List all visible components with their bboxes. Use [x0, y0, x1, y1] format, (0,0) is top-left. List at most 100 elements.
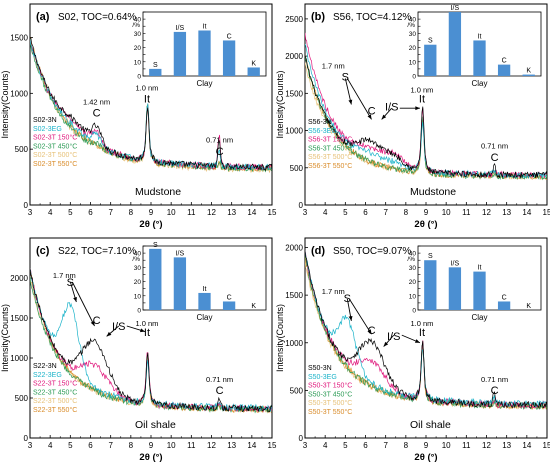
legend-entry: S22-3T 450°C	[33, 388, 77, 396]
x-axis-label: 2θ (°)	[139, 452, 162, 463]
x-tick-label: 14	[522, 441, 531, 450]
inset-bar	[497, 64, 511, 76]
x-tick-label: 12	[207, 208, 216, 217]
inset-bar-label: I/S	[176, 25, 185, 32]
legend-entry: S22-3T 500°C	[33, 397, 77, 405]
inset-bar-label: S	[153, 62, 158, 69]
peak-label-nm: 1.7 nm	[53, 271, 76, 280]
peak-label-nm: 1.7 nm	[322, 61, 345, 70]
peak-label-mineral: It	[419, 93, 425, 105]
inset-bar-label: I/S	[451, 5, 460, 12]
legend-entry: S50-3T 550°C	[308, 408, 352, 416]
inset-bar-chart: 0 10 20 30 40/% S I/S It C K Clay	[407, 5, 542, 88]
inset-bar	[473, 40, 486, 76]
legend-entry: S50-3T 150°C	[308, 382, 352, 390]
arrow-head	[348, 315, 353, 321]
lithology-label: Oil shale	[135, 419, 176, 431]
inset-y-tick-label: 30	[134, 265, 142, 272]
x-tick-label: 12	[482, 441, 491, 450]
x-tick-label: 5	[68, 208, 73, 217]
x-tick-label: 9	[424, 208, 429, 217]
inset-y-tick-label: 10	[409, 293, 417, 300]
x-tick-label: 6	[88, 441, 93, 450]
peak-label-mineral: I/S	[385, 102, 398, 114]
inset-bar	[497, 301, 511, 310]
panel-label: (b)	[311, 11, 325, 23]
x-tick-label: 15	[268, 441, 277, 450]
legend-entry: S56-3N	[308, 119, 332, 126]
inset-bar	[222, 40, 236, 76]
peak-label-mineral: I/S	[112, 321, 125, 333]
y-tick-label: 0	[24, 434, 29, 443]
arrow-head	[90, 321, 95, 326]
x-tick-label: 8	[404, 208, 409, 217]
inset-y-label: /%	[407, 256, 415, 263]
x-tick-label: 7	[383, 208, 388, 217]
x-tick-label: 3	[28, 208, 33, 217]
arrow-head	[73, 297, 77, 302]
inset-bar-label: It	[203, 23, 207, 30]
x-tick-label: 15	[268, 208, 277, 217]
y-axis-label: Intensity(Counts)	[0, 304, 10, 372]
inset-bar-label: It	[478, 265, 482, 272]
inset-bar-label: I/S	[451, 260, 460, 267]
peak-label-mineral: C	[368, 325, 376, 337]
y-tick-label: 1500	[285, 291, 303, 300]
panel-title: S56, TOC=4.12%	[333, 12, 411, 23]
inset-bar-label: S	[153, 242, 158, 249]
inset-y-tick-label: 40	[409, 251, 417, 258]
inset-bar	[473, 271, 486, 310]
legend-entry: S56-3T 500°C	[308, 153, 352, 161]
peak-label-nm: 1.0 nm	[410, 319, 433, 328]
x-tick-label: 4	[48, 441, 53, 450]
y-tick-label: 1000	[10, 354, 28, 363]
peak-label-mineral: It	[144, 327, 150, 339]
inset-x-label: Clay	[471, 313, 487, 322]
peak-label-nm: 1.42 nm	[83, 98, 110, 107]
x-tick-label: 10	[442, 208, 451, 217]
arrow-head	[348, 99, 353, 105]
inset-y-tick-label: 10	[134, 59, 142, 66]
legend-entry: S22-3T 550°C	[33, 406, 77, 414]
inset-bar-label: C	[502, 294, 507, 301]
x-tick-label: 13	[502, 208, 511, 217]
y-tick-label: 1000	[10, 89, 28, 98]
inset-y-tick-label: 40	[409, 17, 417, 24]
peak-label-nm: 0.71 nm	[206, 136, 233, 145]
legend-entry: S02-3T 500°C	[33, 151, 77, 159]
inset-y-tick-label: 20	[409, 45, 417, 52]
inset-y-tick-label: 30	[134, 31, 142, 38]
x-tick-label: 4	[323, 441, 328, 450]
inset-bar	[149, 248, 162, 310]
x-tick-label: 13	[227, 208, 236, 217]
y-axis-label: Intensity(Counts)	[275, 304, 285, 372]
x-tick-label: 10	[442, 441, 451, 450]
panel-a: 3 4 5 6 7 8 9 10 11 12 13 14 15 0 500 1000 1500 2θ (°) Int…	[0, 3, 277, 230]
peak-label-mineral: C	[216, 146, 224, 158]
y-axis-label: Intensity(Counts)	[275, 70, 285, 138]
peak-label-mineral: C	[93, 108, 101, 120]
peak-label-mineral: C	[368, 106, 376, 118]
inset-y-tick-label: 10	[134, 293, 142, 300]
x-tick-label: 14	[247, 208, 256, 217]
x-tick-label: 5	[343, 208, 348, 217]
legend-entry: S22-3EG	[33, 372, 62, 379]
inset-bar	[198, 292, 211, 310]
y-tick-label: 500	[290, 164, 304, 173]
y-tick-label: 500	[290, 386, 304, 395]
inset-y-tick-label: 0	[137, 308, 141, 315]
y-tick-label: 1500	[10, 314, 28, 323]
peak-label-mineral: C	[216, 385, 224, 397]
legend-entry: S02-3T 450°C	[33, 142, 77, 150]
x-tick-label: 12	[482, 208, 491, 217]
legend-entry: S50-3EG	[308, 374, 337, 381]
inset-bar-label: K	[526, 303, 531, 310]
x-tick-label: 15	[543, 208, 550, 217]
arrow-head	[415, 106, 420, 111]
x-tick-label: 7	[108, 208, 113, 217]
x-tick-label: 11	[462, 441, 471, 450]
inset-x-label: Clay	[196, 79, 212, 88]
x-tick-label: 15	[543, 441, 550, 450]
inset-y-tick-label: 0	[412, 74, 416, 81]
inset-y-label: /%	[132, 22, 140, 29]
